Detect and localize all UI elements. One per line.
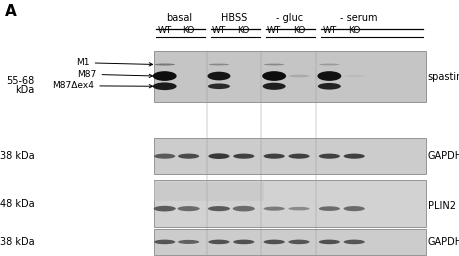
Text: WT: WT	[157, 26, 171, 35]
Ellipse shape	[288, 240, 309, 244]
Text: 38 kDa: 38 kDa	[0, 237, 34, 247]
Text: WT: WT	[267, 26, 280, 35]
Ellipse shape	[152, 71, 176, 81]
Ellipse shape	[263, 154, 284, 159]
Text: GAPDH: GAPDH	[427, 237, 459, 247]
Text: - gluc: - gluc	[276, 13, 302, 23]
Text: PLIN2: PLIN2	[427, 201, 455, 211]
Text: 55-68: 55-68	[6, 76, 34, 87]
Ellipse shape	[262, 83, 285, 90]
Ellipse shape	[343, 240, 364, 244]
Ellipse shape	[262, 71, 285, 81]
Ellipse shape	[318, 154, 339, 159]
Ellipse shape	[154, 154, 175, 159]
Ellipse shape	[233, 154, 254, 159]
Text: A: A	[5, 4, 17, 19]
Text: GAPDH: GAPDH	[427, 151, 459, 161]
Ellipse shape	[343, 154, 364, 159]
Text: KO: KO	[237, 26, 249, 35]
Ellipse shape	[178, 240, 199, 244]
Ellipse shape	[263, 64, 284, 66]
Ellipse shape	[343, 206, 364, 211]
Ellipse shape	[207, 83, 230, 89]
Text: basal: basal	[166, 13, 192, 23]
Ellipse shape	[288, 75, 309, 77]
Text: M87Δex4: M87Δex4	[52, 81, 152, 90]
Ellipse shape	[319, 64, 339, 66]
Text: KO: KO	[292, 26, 304, 35]
Text: 38 kDa: 38 kDa	[0, 151, 34, 161]
Text: M1: M1	[76, 58, 152, 67]
Ellipse shape	[154, 63, 174, 66]
Ellipse shape	[208, 64, 229, 66]
Ellipse shape	[233, 240, 254, 244]
Text: spastin: spastin	[427, 72, 459, 82]
Ellipse shape	[263, 207, 284, 211]
Bar	[154, 180, 425, 227]
Bar	[154, 229, 425, 255]
Ellipse shape	[154, 240, 175, 244]
Text: WT: WT	[322, 26, 336, 35]
Ellipse shape	[318, 240, 339, 244]
Text: WT: WT	[212, 26, 225, 35]
Ellipse shape	[152, 82, 176, 90]
Ellipse shape	[263, 240, 284, 244]
Ellipse shape	[208, 240, 229, 244]
Ellipse shape	[207, 206, 230, 211]
Ellipse shape	[208, 153, 229, 159]
Ellipse shape	[317, 71, 341, 81]
Ellipse shape	[288, 207, 309, 210]
Ellipse shape	[153, 206, 175, 211]
Ellipse shape	[232, 206, 254, 211]
Text: KO: KO	[347, 26, 359, 35]
Ellipse shape	[318, 206, 339, 211]
Text: 48 kDa: 48 kDa	[0, 198, 34, 209]
Ellipse shape	[207, 72, 230, 80]
Ellipse shape	[343, 75, 364, 77]
Text: - serum: - serum	[339, 13, 377, 23]
Bar	[154, 51, 425, 102]
Bar	[154, 138, 425, 174]
Text: kDa: kDa	[15, 85, 34, 95]
Bar	[154, 182, 264, 201]
Ellipse shape	[178, 154, 199, 159]
Ellipse shape	[177, 206, 199, 211]
Ellipse shape	[317, 83, 340, 90]
Ellipse shape	[288, 154, 309, 159]
Text: KO: KO	[182, 26, 194, 35]
Text: HBSS: HBSS	[221, 13, 247, 23]
Text: M87: M87	[77, 70, 152, 79]
